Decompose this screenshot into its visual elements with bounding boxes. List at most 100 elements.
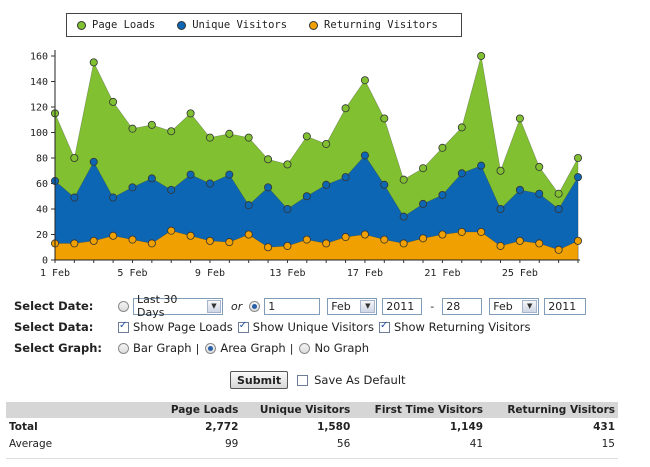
- data-point-page-loads[interactable]: [167, 127, 176, 136]
- data-point-page-loads[interactable]: [264, 155, 273, 164]
- data-point-returning-visitors[interactable]: [496, 241, 505, 250]
- data-point-unique-visitors[interactable]: [225, 170, 234, 179]
- data-point-unique-visitors[interactable]: [341, 173, 350, 182]
- returning-visitors-checkbox[interactable]: [378, 320, 390, 333]
- unique-visitors-checkbox[interactable]: [237, 320, 249, 333]
- data-point-unique-visitors[interactable]: [186, 170, 195, 179]
- data-point-unique-visitors[interactable]: [496, 204, 505, 213]
- data-point-unique-visitors[interactable]: [89, 157, 98, 166]
- data-point-returning-visitors[interactable]: [225, 238, 234, 247]
- data-point-returning-visitors[interactable]: [283, 241, 292, 250]
- data-point-unique-visitors[interactable]: [264, 183, 273, 192]
- data-point-returning-visitors[interactable]: [70, 239, 79, 248]
- from-day-input[interactable]: 1: [264, 297, 321, 315]
- data-point-page-loads[interactable]: [341, 104, 350, 113]
- no-graph-label[interactable]: No Graph: [314, 341, 370, 355]
- data-point-returning-visitors[interactable]: [419, 234, 428, 243]
- data-point-returning-visitors[interactable]: [380, 235, 389, 244]
- to-year-input[interactable]: 2011: [544, 297, 587, 315]
- data-point-returning-visitors[interactable]: [399, 239, 408, 248]
- data-point-returning-visitors[interactable]: [554, 245, 563, 254]
- data-point-unique-visitors[interactable]: [360, 151, 369, 160]
- custom-range-radio[interactable]: [249, 300, 261, 312]
- data-point-unique-visitors[interactable]: [477, 161, 486, 170]
- data-point-returning-visitors[interactable]: [205, 236, 214, 245]
- data-point-unique-visitors[interactable]: [147, 174, 156, 183]
- data-point-page-loads[interactable]: [283, 160, 292, 169]
- data-point-page-loads[interactable]: [302, 132, 311, 141]
- from-month-select[interactable]: Feb ▼: [327, 297, 378, 315]
- data-point-returning-visitors[interactable]: [574, 236, 583, 245]
- preset-date-select[interactable]: Last 30 Days ▼: [133, 293, 223, 319]
- data-point-page-loads[interactable]: [535, 162, 544, 171]
- bar-graph-label[interactable]: Bar Graph: [133, 341, 192, 355]
- data-point-returning-visitors[interactable]: [438, 230, 447, 239]
- to-month-select[interactable]: Feb ▼: [489, 297, 540, 315]
- page-loads-checkbox[interactable]: [118, 320, 129, 333]
- data-point-unique-visitors[interactable]: [70, 193, 79, 202]
- data-point-unique-visitors[interactable]: [554, 204, 563, 213]
- data-point-returning-visitors[interactable]: [360, 230, 369, 239]
- data-point-page-loads[interactable]: [70, 153, 79, 162]
- from-year-input[interactable]: 2011: [382, 297, 423, 315]
- page-loads-checkbox-label[interactable]: Show Page Loads: [133, 320, 233, 334]
- save-default-label[interactable]: Save As Default: [314, 373, 406, 387]
- to-day-input[interactable]: 28: [442, 297, 483, 315]
- data-point-returning-visitors[interactable]: [167, 226, 176, 235]
- data-point-returning-visitors[interactable]: [264, 243, 273, 252]
- data-point-page-loads[interactable]: [89, 58, 98, 67]
- data-point-unique-visitors[interactable]: [535, 189, 544, 198]
- area-graph-label[interactable]: Area Graph: [220, 341, 286, 355]
- data-point-page-loads[interactable]: [438, 143, 447, 152]
- data-point-unique-visitors[interactable]: [322, 180, 331, 189]
- data-point-page-loads[interactable]: [225, 129, 234, 138]
- data-point-page-loads[interactable]: [419, 164, 428, 173]
- data-point-page-loads[interactable]: [244, 133, 253, 142]
- data-point-unique-visitors[interactable]: [399, 212, 408, 221]
- data-point-page-loads[interactable]: [457, 123, 466, 132]
- data-point-unique-visitors[interactable]: [128, 183, 137, 192]
- data-point-unique-visitors[interactable]: [380, 180, 389, 189]
- data-point-unique-visitors[interactable]: [283, 204, 292, 213]
- save-default-checkbox[interactable]: [297, 374, 309, 386]
- returning-visitors-checkbox-label[interactable]: Show Returning Visitors: [393, 320, 531, 334]
- preset-date-radio[interactable]: [118, 300, 129, 312]
- data-point-unique-visitors[interactable]: [302, 192, 311, 201]
- data-point-page-loads[interactable]: [477, 52, 486, 61]
- data-point-returning-visitors[interactable]: [89, 236, 98, 245]
- data-point-returning-visitors[interactable]: [457, 227, 466, 236]
- data-point-page-loads[interactable]: [322, 139, 331, 148]
- data-point-unique-visitors[interactable]: [109, 193, 118, 202]
- unique-visitors-checkbox-label[interactable]: Show Unique Visitors: [252, 320, 374, 334]
- data-point-returning-visitors[interactable]: [147, 239, 156, 248]
- data-point-returning-visitors[interactable]: [244, 230, 253, 239]
- data-point-page-loads[interactable]: [360, 76, 369, 85]
- submit-button[interactable]: Submit: [230, 371, 289, 389]
- data-point-page-loads[interactable]: [515, 114, 524, 123]
- data-point-page-loads[interactable]: [554, 189, 563, 198]
- data-point-unique-visitors[interactable]: [574, 173, 583, 182]
- data-point-page-loads[interactable]: [128, 124, 137, 133]
- bar-graph-radio[interactable]: [118, 342, 129, 354]
- data-point-unique-visitors[interactable]: [419, 199, 428, 208]
- data-point-returning-visitors[interactable]: [322, 239, 331, 248]
- data-point-page-loads[interactable]: [147, 120, 156, 129]
- data-point-unique-visitors[interactable]: [438, 190, 447, 199]
- data-point-returning-visitors[interactable]: [128, 235, 137, 244]
- data-point-unique-visitors[interactable]: [167, 185, 176, 194]
- no-graph-radio[interactable]: [299, 342, 311, 354]
- data-point-page-loads[interactable]: [109, 97, 118, 106]
- data-point-returning-visitors[interactable]: [477, 227, 486, 236]
- data-point-returning-visitors[interactable]: [109, 231, 118, 240]
- data-point-unique-visitors[interactable]: [515, 185, 524, 194]
- data-point-page-loads[interactable]: [574, 153, 583, 162]
- data-point-page-loads[interactable]: [380, 114, 389, 123]
- data-point-page-loads[interactable]: [399, 175, 408, 184]
- data-point-unique-visitors[interactable]: [457, 169, 466, 178]
- data-point-page-loads[interactable]: [205, 133, 214, 142]
- data-point-returning-visitors[interactable]: [302, 235, 311, 244]
- data-point-page-loads[interactable]: [496, 166, 505, 175]
- data-point-returning-visitors[interactable]: [535, 239, 544, 248]
- data-point-returning-visitors[interactable]: [515, 236, 524, 245]
- data-point-page-loads[interactable]: [186, 109, 195, 118]
